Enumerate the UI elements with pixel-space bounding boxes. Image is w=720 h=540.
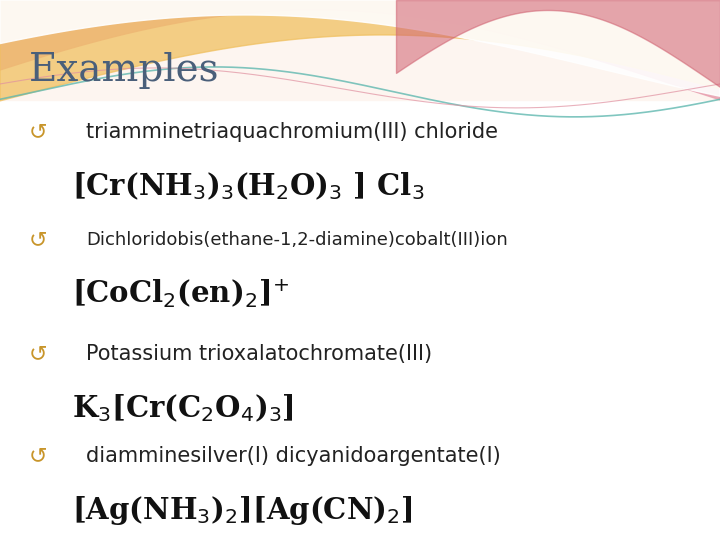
Text: Dichloridobis(ethane-1,2-diamine)cobalt(III)ion: Dichloridobis(ethane-1,2-diamine)cobalt(… bbox=[86, 231, 508, 249]
Text: Examples: Examples bbox=[29, 52, 220, 89]
Text: ↺: ↺ bbox=[29, 343, 48, 364]
Text: ↺: ↺ bbox=[29, 230, 48, 251]
Text: ↺: ↺ bbox=[29, 446, 48, 467]
Text: diamminesilver(I) dicyanidoargentate(I): diamminesilver(I) dicyanidoargentate(I) bbox=[86, 446, 501, 467]
Text: [Cr(NH$_{3}$)$_{3}$(H$_{2}$O)$_{3}$ ] Cl$_{3}$: [Cr(NH$_{3}$)$_{3}$(H$_{2}$O)$_{3}$ ] Cl… bbox=[72, 171, 425, 202]
Text: triamminetriaquachromium(III) chloride: triamminetriaquachromium(III) chloride bbox=[86, 122, 498, 143]
Text: [Ag(NH$_{3}$)$_{2}$][Ag(CN)$_{2}$]: [Ag(NH$_{3}$)$_{2}$][Ag(CN)$_{2}$] bbox=[72, 494, 413, 527]
Text: [CoCl$_{2}$(en)$_{2}$]$^{+}$: [CoCl$_{2}$(en)$_{2}$]$^{+}$ bbox=[72, 278, 289, 310]
Text: Potassium trioxalatochromate(III): Potassium trioxalatochromate(III) bbox=[86, 343, 433, 364]
Text: ↺: ↺ bbox=[29, 122, 48, 143]
Text: K$_{3}$[Cr(C$_{2}$O$_{4}$)$_{3}$]: K$_{3}$[Cr(C$_{2}$O$_{4}$)$_{3}$] bbox=[72, 392, 294, 423]
